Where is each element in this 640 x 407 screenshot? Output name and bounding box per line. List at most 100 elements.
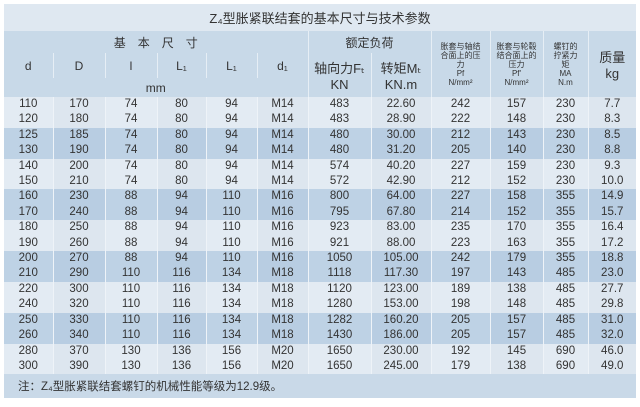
table-cell: 230 [542, 158, 588, 175]
unit-mm: mm [4, 78, 308, 97]
table-cell: 110 [104, 312, 157, 329]
table-cell: 138 [489, 281, 543, 298]
header-d: d [4, 53, 53, 78]
table-cell: 300 [4, 358, 53, 375]
table-cell: 143 [489, 127, 543, 144]
table-cell: 160.20 [370, 312, 431, 329]
table-cell: 485 [542, 297, 588, 313]
table-cell: 110 [104, 297, 157, 313]
table-cell: 67.80 [370, 204, 431, 221]
table-cell: 31.20 [370, 143, 431, 159]
table-cell: 29.8 [587, 297, 636, 313]
table-cell: 242 [430, 251, 490, 267]
table-cell: 240 [52, 204, 105, 221]
table-cell: 117.30 [370, 266, 431, 282]
table-cell: M14 [256, 127, 308, 144]
table-cell: 74 [104, 158, 157, 175]
table-cell: 94 [205, 127, 257, 144]
table-cell: 17.2 [587, 235, 636, 252]
header-axial-force: 轴向力Fₜ KN [307, 53, 371, 97]
table-cell: 88 [104, 235, 157, 252]
table-cell: 49.0 [587, 358, 636, 375]
table-cell: 300 [52, 281, 105, 298]
table-cell: 185 [52, 127, 105, 144]
table-cell: 28.90 [370, 112, 431, 128]
table-row: 260 340 110 116 134 M18 1430 186.00 205 157 485 32.… [4, 328, 636, 344]
table-cell: 923 [307, 220, 371, 236]
table-cell: 30.00 [370, 127, 431, 144]
table-cell: 130 [104, 343, 157, 359]
table-cell: 214 [430, 204, 490, 221]
table-cell: 340 [52, 328, 105, 344]
table-cell: 120 [4, 112, 53, 128]
table-cell: 270 [52, 251, 105, 267]
spec-table-container: Z₄型胀紧联结套的基本尺寸与技术参数 基 本 尺 寸 额定负荷 胀套与轴结合面上… [4, 4, 636, 399]
table-cell: 22.60 [370, 97, 431, 113]
table-cell: 180 [4, 220, 53, 236]
table-cell: 116 [156, 266, 206, 282]
table-cell: 485 [542, 266, 588, 282]
table-cell: 690 [542, 343, 588, 359]
table-cell: 157 [489, 312, 543, 329]
table-cell: M14 [256, 112, 308, 128]
table-cell: 1118 [307, 266, 371, 282]
table-cell: 242 [430, 97, 490, 113]
table-cell: 240 [4, 297, 53, 313]
table-cell: 110 [104, 281, 157, 298]
table-cell: 134 [205, 328, 257, 344]
table-cell: 46.0 [587, 343, 636, 359]
table-row: 300 390 130 136 156 M20 1650 245.00 179 138 690 49.… [4, 358, 636, 375]
table-cell: 110 [104, 328, 157, 344]
group-basic-dimensions: 基 本 尺 寸 [4, 31, 308, 53]
group-rated-load: 额定负荷 [307, 31, 431, 53]
table-cell: M16 [256, 189, 308, 205]
table-cell: 179 [430, 358, 490, 375]
table-cell: 74 [104, 143, 157, 159]
table-cell: 574 [307, 158, 371, 175]
table-cell: 157 [489, 97, 543, 113]
table-cell: 370 [52, 343, 105, 359]
table-cell: 198 [430, 297, 490, 313]
footnote: 注：Z₄型胀紧联结套螺钉的机械性能等级为12.9级。 [4, 374, 636, 399]
table-cell: 210 [52, 174, 105, 190]
header-D: D [52, 53, 105, 78]
table-cell: 94 [205, 112, 257, 128]
table-cell: 1650 [307, 343, 371, 359]
table-cell: M20 [256, 358, 308, 375]
table-cell: 180 [52, 112, 105, 128]
table-cell: M18 [256, 312, 308, 329]
table-cell: 94 [156, 204, 206, 221]
table-cell: 210 [4, 266, 53, 282]
table-cell: 355 [542, 189, 588, 205]
table-cell: 220 [4, 281, 53, 298]
table-cell: 205 [430, 143, 490, 159]
table-cell: 230 [542, 174, 588, 190]
table-cell: 290 [52, 266, 105, 282]
table-row: 190 260 88 94 110 M16 921 88.00 223 163 355 17.2 [4, 235, 636, 252]
table-cell: 8.5 [587, 127, 636, 144]
table-cell: 116 [156, 312, 206, 329]
table-cell: 94 [205, 174, 257, 190]
table-cell: 690 [542, 358, 588, 375]
table-cell: 800 [307, 189, 371, 205]
table-cell: 230 [542, 143, 588, 159]
table-cell: 145 [489, 343, 543, 359]
table-cell: M16 [256, 251, 308, 267]
table-cell: 138 [489, 358, 543, 375]
table-cell: 921 [307, 235, 371, 252]
table-cell: 230 [52, 189, 105, 205]
table-cell: 134 [205, 281, 257, 298]
table-row: 220 300 110 116 134 M18 1120 123.00 189 138 485 27.… [4, 281, 636, 298]
table-cell: 18.8 [587, 251, 636, 267]
table-cell: 170 [52, 97, 105, 113]
table-cell: 1650 [307, 358, 371, 375]
table-row: 160 230 88 94 110 M16 800 64.00 227 158 355 14.9 [4, 189, 636, 205]
table-cell: 140 [489, 143, 543, 159]
spec-table: Z₄型胀紧联结套的基本尺寸与技术参数 基 本 尺 寸 额定负荷 胀套与轴结合面上… [4, 4, 636, 399]
table-cell: 40.20 [370, 158, 431, 175]
table-cell: 80 [156, 158, 206, 175]
table-cell: 795 [307, 204, 371, 221]
table-cell: 94 [205, 97, 257, 113]
table-cell: 88 [104, 251, 157, 267]
table-cell: 110 [205, 220, 257, 236]
